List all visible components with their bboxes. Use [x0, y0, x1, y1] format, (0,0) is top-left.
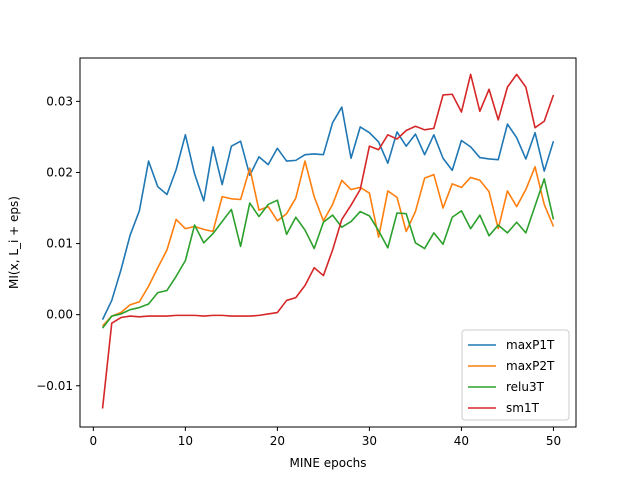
axes-frame: [79, 57, 577, 428]
y-tick-label: 0.03: [46, 94, 73, 108]
series-line-maxP2T: [101, 160, 555, 327]
series-layer: [101, 73, 555, 409]
y-tick-label: 0.02: [46, 165, 73, 179]
y-tick-label: 0.01: [46, 237, 73, 251]
legend: maxP1T maxP2T relu3T sm1T: [461, 329, 570, 421]
legend-label-maxP2T: maxP2T: [506, 359, 555, 373]
legend-label-relu3T: relu3T: [506, 380, 545, 394]
x-tick-label: 30: [362, 434, 377, 448]
x-tick-label: 10: [178, 434, 193, 448]
ticks-layer: 0 10 20 30 40 50 −0.01 0.00 0.01 0.02 0.03: [36, 94, 561, 448]
y-axis-label: MI(x, L_i + eps): [7, 196, 21, 289]
legend-box: [461, 329, 570, 421]
y-tick-label: 0.00: [46, 308, 73, 322]
x-tick-label: 20: [270, 434, 285, 448]
x-tick-label: 0: [90, 434, 98, 448]
x-tick-label: 50: [546, 434, 561, 448]
series-line-sm1T: [101, 73, 555, 409]
series-line-maxP1T: [101, 106, 555, 320]
legend-label-maxP1T: maxP1T: [506, 338, 555, 352]
y-tick-label: −0.01: [36, 379, 73, 393]
x-axis-label: MINE epochs: [289, 456, 366, 470]
legend-label-sm1T: sm1T: [506, 401, 540, 415]
series-line-relu3T: [101, 178, 555, 329]
x-tick-label: 40: [454, 434, 469, 448]
